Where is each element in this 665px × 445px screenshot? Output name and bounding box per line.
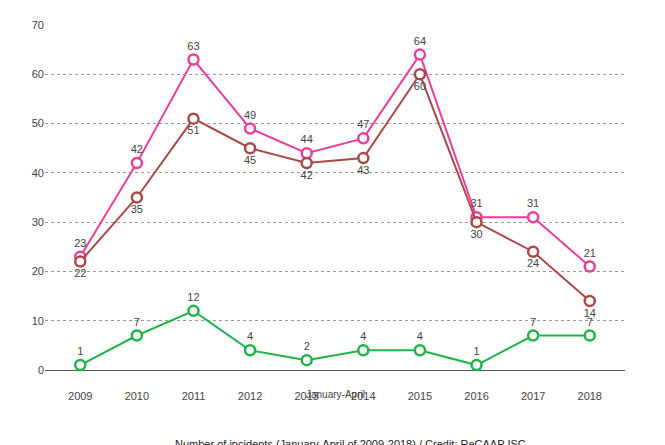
svg-text:60: 60 [32,68,44,80]
svg-text:2010: 2010 [125,390,149,402]
svg-text:30: 30 [32,216,44,228]
svg-text:1: 1 [473,345,479,357]
svg-text:2012: 2012 [238,390,262,402]
svg-text:2011: 2011 [182,390,206,402]
svg-text:7: 7 [587,316,593,328]
svg-text:31: 31 [527,197,539,209]
svg-text:60: 60 [414,80,426,92]
svg-text:14: 14 [584,307,596,319]
svg-text:49: 49 [244,109,256,121]
svg-text:22: 22 [74,267,86,279]
svg-text:2013: 2013 [294,390,318,402]
svg-text:2014: 2014 [351,390,375,402]
svg-text:50: 50 [32,117,44,129]
svg-text:Number of incidents (January-A: Number of incidents (January-April of 20… [175,438,526,445]
svg-text:45: 45 [244,154,256,166]
svg-text:4: 4 [417,330,423,342]
svg-text:31: 31 [470,197,482,209]
svg-text:30: 30 [470,228,482,240]
svg-text:7: 7 [530,316,536,328]
svg-text:43: 43 [357,164,369,176]
svg-text:7: 7 [134,316,140,328]
svg-text:2015: 2015 [408,390,432,402]
svg-text:35: 35 [131,203,143,215]
svg-text:42: 42 [301,169,313,181]
svg-text:20: 20 [32,265,44,277]
svg-text:2017: 2017 [521,390,545,402]
svg-text:1: 1 [77,345,83,357]
svg-text:2009: 2009 [68,390,92,402]
svg-text:January-April: January-April [306,389,365,400]
svg-text:47: 47 [357,118,369,130]
svg-text:0: 0 [38,364,44,376]
svg-text:2016: 2016 [464,390,488,402]
svg-text:40: 40 [32,167,44,179]
svg-text:51: 51 [187,124,199,136]
svg-text:10: 10 [32,315,44,327]
svg-text:21: 21 [584,247,596,259]
svg-text:70: 70 [32,19,44,31]
svg-text:2018: 2018 [578,390,602,402]
svg-text:63: 63 [187,40,199,52]
svg-text:2: 2 [304,340,310,352]
svg-text:64: 64 [414,35,426,47]
svg-text:4: 4 [247,330,253,342]
svg-text:44: 44 [301,133,313,145]
svg-text:23: 23 [74,237,86,249]
svg-text:42: 42 [131,143,143,155]
svg-text:24: 24 [527,257,539,269]
svg-text:12: 12 [187,291,199,303]
svg-text:4: 4 [360,330,366,342]
